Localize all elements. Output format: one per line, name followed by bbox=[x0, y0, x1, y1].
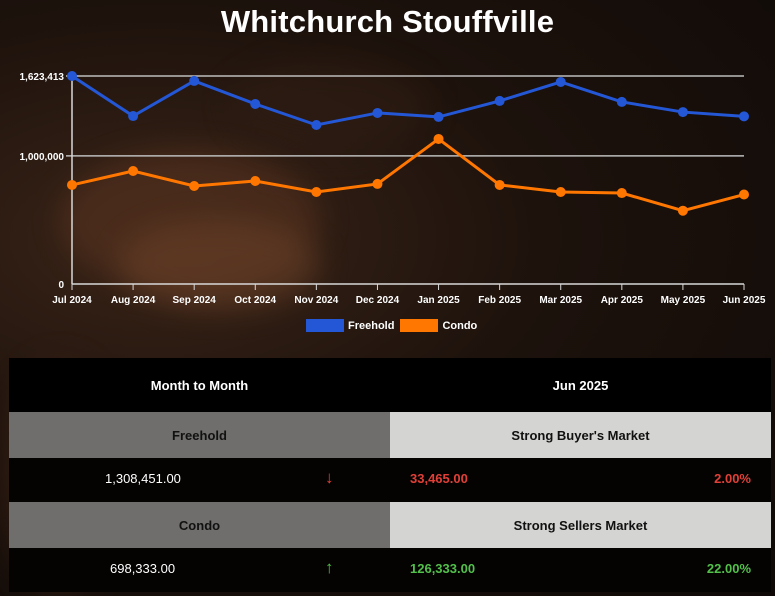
condo-point bbox=[433, 133, 444, 144]
condo-point bbox=[372, 178, 383, 189]
condo-values: 698,333.00 ↑ 126,333.00 22.00% bbox=[9, 548, 771, 592]
percent-change: 22.00% bbox=[706, 561, 751, 576]
down-arrow-icon: ↓ bbox=[325, 468, 334, 487]
condo-point bbox=[616, 188, 627, 199]
market-status: Strong Sellers Market bbox=[390, 502, 771, 548]
condo-point bbox=[250, 175, 261, 186]
x-tick-label: Jan 2025 bbox=[417, 295, 460, 306]
freehold-point bbox=[67, 71, 77, 81]
condo-point bbox=[555, 187, 566, 198]
y-tick-label: 0 bbox=[58, 280, 64, 291]
x-tick-label: Feb 2025 bbox=[478, 295, 521, 306]
x-tick-label: Jun 2025 bbox=[723, 295, 766, 306]
header-period: Jun 2025 bbox=[552, 377, 609, 393]
market-summary-table: Month to Month Jun 2025 Freehold Strong … bbox=[9, 358, 771, 592]
legend-item-freehold[interactable]: Freehold bbox=[306, 319, 394, 332]
y-tick-label: 1,000,000 bbox=[20, 152, 65, 163]
average-price: 698,333.00 bbox=[110, 561, 176, 576]
property-type: Condo bbox=[9, 502, 390, 548]
table-header: Month to Month Jun 2025 bbox=[9, 358, 771, 412]
legend-label: Freehold bbox=[348, 319, 395, 332]
chart-title: Whitchurch Stouffville bbox=[220, 4, 555, 39]
freehold-point bbox=[494, 95, 505, 106]
freehold-line bbox=[71, 74, 745, 127]
line-chart: 0 1,000,000 1,623,413 Jul 2024 Aug 2024 Sep 2… bbox=[20, 71, 766, 306]
y-tick-label: 1,623,413 bbox=[20, 72, 65, 83]
up-arrow-icon: ↑ bbox=[325, 558, 334, 577]
x-tick-label: May 2025 bbox=[661, 295, 706, 306]
legend-item-condo[interactable]: Condo bbox=[400, 319, 477, 332]
header-month-to-month: Month to Month bbox=[150, 377, 249, 393]
chart-legend: Freehold Condo bbox=[306, 319, 483, 332]
x-tick-label: Jul 2024 bbox=[52, 295, 92, 306]
freehold-point bbox=[677, 107, 688, 118]
freehold-point bbox=[616, 96, 627, 107]
freehold-point bbox=[555, 76, 566, 87]
freehold-point bbox=[372, 107, 383, 118]
freehold-point bbox=[311, 119, 322, 130]
price-change: 33,465.00 bbox=[410, 471, 468, 486]
freehold-point bbox=[128, 111, 139, 122]
price-change: 126,333.00 bbox=[410, 561, 476, 576]
x-tick-label: Mar 2025 bbox=[539, 295, 582, 306]
property-type: Freehold bbox=[9, 412, 390, 458]
freehold-point bbox=[189, 75, 200, 86]
legend-label: Condo bbox=[442, 319, 478, 332]
condo-point bbox=[311, 187, 322, 198]
x-tick-label: Sep 2024 bbox=[172, 295, 216, 306]
condo-point bbox=[189, 180, 200, 191]
freehold-point bbox=[250, 98, 261, 109]
x-tick-label: Apr 2025 bbox=[601, 295, 644, 306]
condo-point bbox=[677, 205, 688, 216]
freehold-point bbox=[433, 111, 444, 122]
condo-line bbox=[71, 137, 745, 213]
condo-point bbox=[67, 179, 77, 190]
condo-band: Condo Strong Sellers Market bbox=[9, 502, 771, 548]
percent-change: 2.00% bbox=[714, 471, 751, 486]
condo-point bbox=[128, 165, 139, 176]
x-tick-label: Aug 2024 bbox=[111, 295, 156, 306]
condo-point bbox=[739, 189, 749, 200]
condo-point bbox=[494, 179, 505, 190]
x-tick-label: Nov 2024 bbox=[294, 295, 338, 306]
condo-swatch bbox=[400, 319, 439, 332]
average-price: 1,308,451.00 bbox=[105, 471, 181, 486]
x-tick-label: Dec 2024 bbox=[356, 295, 400, 306]
freehold-point bbox=[739, 111, 749, 122]
freehold-values: 1,308,451.00 ↓ 33,465.00 2.00% bbox=[9, 458, 771, 502]
market-status: Strong Buyer's Market bbox=[390, 412, 771, 458]
freehold-swatch bbox=[306, 319, 344, 332]
freehold-band: Freehold Strong Buyer's Market bbox=[9, 412, 771, 458]
x-tick-label: Oct 2024 bbox=[234, 295, 276, 306]
